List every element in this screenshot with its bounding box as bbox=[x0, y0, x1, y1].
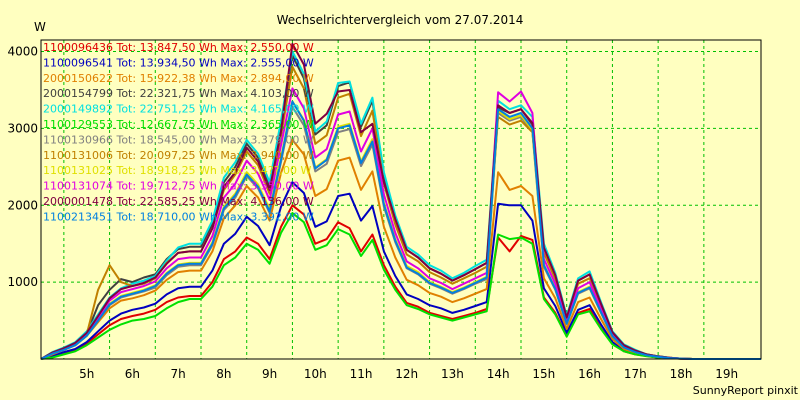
x-tick-label: 12h bbox=[395, 367, 418, 381]
y-tick-label: 1000 bbox=[7, 275, 38, 289]
legend-entry-3: 2000150622 Tot: 15.922,38 Wh Max: 2.894,… bbox=[43, 72, 314, 85]
legend-entry-4: 2000154799 Tot: 22.321,75 Wh Max: 4.103,… bbox=[43, 87, 314, 100]
series-line-12 bbox=[40, 100, 761, 360]
x-tick-label: 10h bbox=[304, 367, 327, 381]
legend-entry-6: 1100129553 Tot: 12.667,75 Wh Max: 2.365,… bbox=[43, 118, 314, 131]
x-tick-label: 14h bbox=[487, 367, 510, 381]
tick-layer: 5h 6h 7h 8h 9h 10h 11h 12h 13h 14h 15h 16h 17h 18h 19h… bbox=[7, 45, 738, 381]
legend-entry-12: 1100213451 Tot: 18.710,00 Wh Max: 3.392,… bbox=[43, 210, 314, 223]
plot-frame bbox=[40, 39, 762, 360]
x-tick-label: 19h bbox=[715, 367, 738, 381]
x-tick-label: 18h bbox=[670, 367, 693, 381]
x-tick-label: 7h bbox=[171, 367, 186, 381]
x-tick-label: 8h bbox=[216, 367, 231, 381]
y-tick-label: 4000 bbox=[7, 45, 38, 59]
chart-title: Wechselrichtervergleich vom 27.07.2014 bbox=[277, 13, 524, 27]
x-tick-label: 5h bbox=[79, 367, 94, 381]
y-tick-label: 2000 bbox=[7, 198, 38, 212]
series-line-6 bbox=[40, 212, 761, 360]
legend: 1100096436 Tot: 13.847,50 Wh Max: 2.550,… bbox=[43, 41, 314, 223]
legend-entry-1: 1100096436 Tot: 13.847,50 Wh Max: 2.550,… bbox=[43, 41, 314, 54]
y-axis-label: W bbox=[34, 20, 46, 34]
legend-entry-8: 1100131006 Tot: 20.097,25 Wh Max: 3.940,… bbox=[43, 149, 314, 162]
legend-entry-7: 1100130966 Tot: 18.545,00 Wh Max: 3.379,… bbox=[43, 133, 314, 146]
x-tick-label: 11h bbox=[350, 367, 373, 381]
series-line-11 bbox=[40, 42, 761, 360]
y-tick-label: 3000 bbox=[7, 121, 38, 135]
series-layer bbox=[40, 42, 761, 360]
legend-entry-11: 2000001478 Tot: 22.585,25 Wh Max: 4.136,… bbox=[43, 195, 314, 208]
legend-entry-9: 1100131025 Tot: 18.918,25 Wh Max: 3.4??,… bbox=[43, 164, 312, 177]
x-tick-label: 17h bbox=[624, 367, 647, 381]
x-tick-label: 9h bbox=[262, 367, 277, 381]
x-tick-label: 6h bbox=[125, 367, 140, 381]
footer-text: SunnyReport pinxit bbox=[693, 384, 799, 397]
legend-entry-5: 2000149892 Tot: 22.751,25 Wh Max: 4.165,… bbox=[43, 103, 314, 116]
x-tick-label: 15h bbox=[532, 367, 555, 381]
legend-entry-2: 1100096541 Tot: 13.934,50 Wh Max: 2.555,… bbox=[43, 56, 314, 69]
x-tick-label: 13h bbox=[441, 367, 464, 381]
legend-entry-10: 1100131074 Tot: 19.712,75 Wh Max: 3.550,… bbox=[43, 180, 314, 193]
x-tick-label: 16h bbox=[578, 367, 601, 381]
